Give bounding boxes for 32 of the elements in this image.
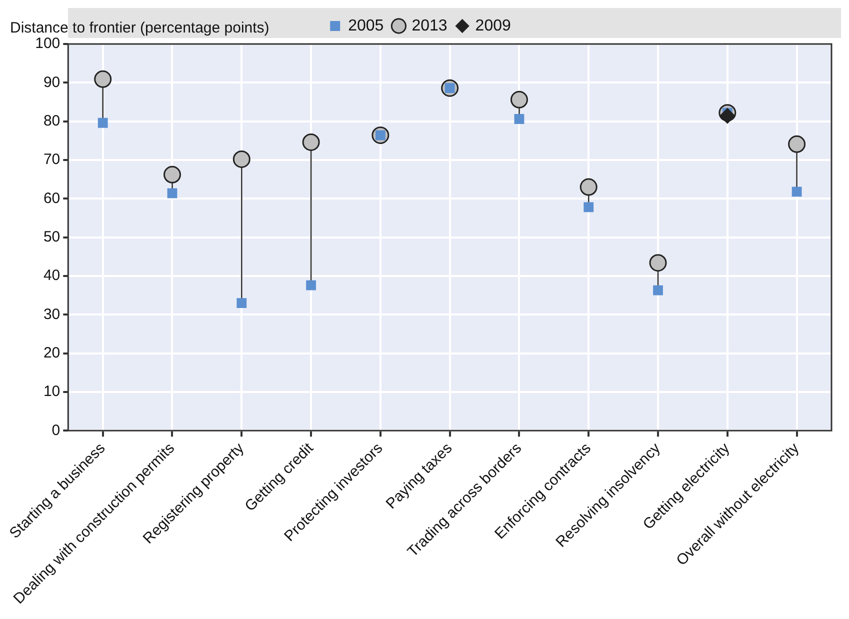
y-tick-label: 50	[43, 228, 60, 246]
legend-label: 2005	[348, 17, 384, 34]
point	[514, 114, 524, 124]
point	[510, 90, 528, 108]
point	[302, 133, 320, 151]
point	[792, 186, 802, 197]
point	[163, 166, 181, 184]
point	[719, 108, 736, 124]
y-tick-label: 70	[43, 151, 60, 168]
point	[167, 188, 178, 198]
legend-label: 2009	[475, 17, 511, 34]
y-tick-label: 80	[43, 112, 60, 130]
point	[94, 70, 112, 88]
point	[236, 298, 247, 308]
point	[306, 280, 316, 290]
point	[98, 118, 108, 128]
y-axis-title: Distance to frontier (percentage points)	[10, 20, 270, 37]
y-tick-label: 20	[43, 344, 60, 362]
point	[584, 202, 594, 212]
legend-label: 2013	[412, 17, 448, 34]
y-tick-label: 100	[35, 35, 60, 52]
point	[788, 135, 806, 153]
point	[580, 178, 598, 196]
y-tick-label: 10	[43, 383, 60, 400]
y-tick-label: 60	[43, 190, 60, 207]
point	[232, 150, 250, 168]
y-tick-label: 40	[43, 267, 60, 284]
y-tick-label: 90	[43, 74, 60, 91]
y-tick-label: 30	[43, 306, 60, 323]
point	[653, 285, 663, 296]
y-tick-label: 0	[52, 422, 60, 439]
point	[649, 254, 667, 272]
